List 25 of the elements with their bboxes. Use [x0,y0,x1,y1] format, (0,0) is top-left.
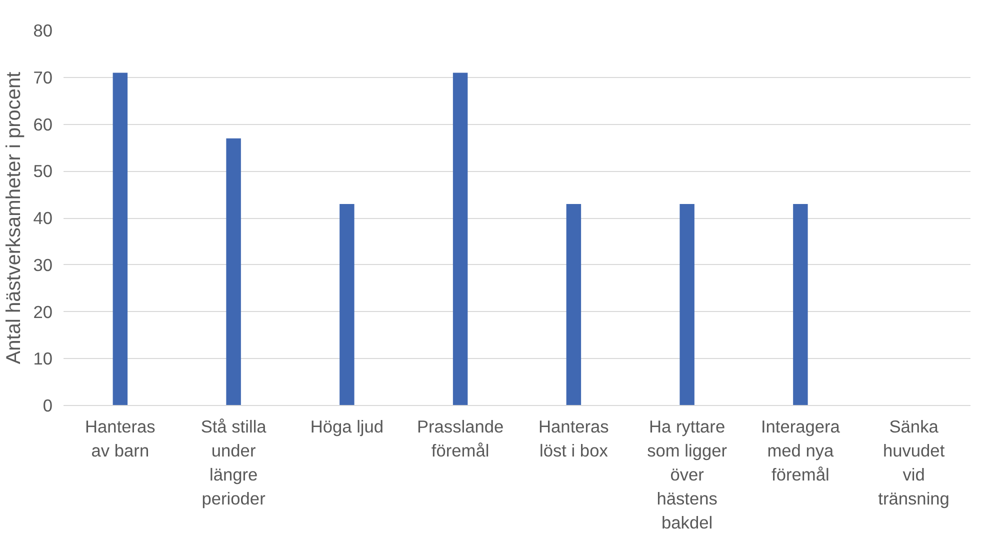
y-tick-label: 20 [33,302,53,322]
bar [340,204,354,406]
bar [452,72,468,406]
bar [112,72,128,406]
x-tick-label: Hanteras löst i box [538,416,610,460]
x-tick-label: Prasslande föremål [416,416,504,460]
bar [680,204,694,406]
bar [226,138,241,406]
y-tick-label: 40 [33,208,53,228]
x-tick-label: Hanteras av barn [85,416,156,460]
bar [793,204,808,406]
x-tick-label: Stå stilla under längre perioder [200,416,267,508]
x-tick-label: Ha ryttare som ligger över hästens bakdel [647,416,728,532]
y-tick-label: 70 [33,67,53,88]
y-tick-label: 30 [33,254,53,275]
x-tick-label: Höga ljud [310,416,384,436]
x-tick-label: Interagera med nya föremål [760,416,840,484]
y-tick-label: 50 [33,161,53,182]
y-tick-label: 60 [33,114,53,134]
x-tick-label: Sänka huvudet vid tränsning [878,416,950,508]
bar [566,204,582,406]
y-axis-title: Antal hästverksamheter i procent [3,71,26,364]
y-tick-label: 0 [42,396,53,416]
y-tick-label: 10 [33,348,53,369]
y-tick-label: 80 [33,20,53,40]
